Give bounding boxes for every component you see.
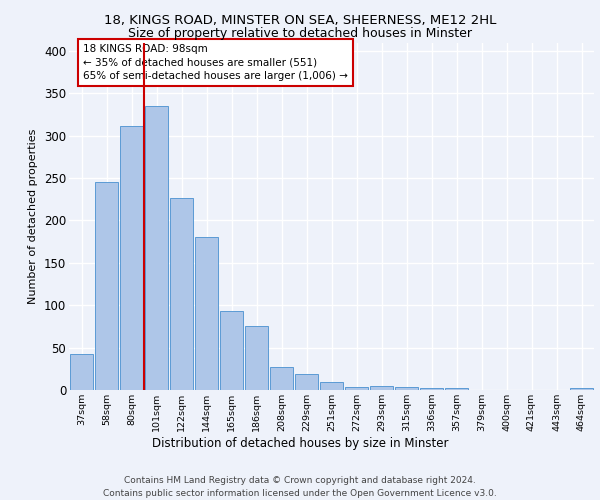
Bar — [220, 311, 244, 390]
Bar — [445, 388, 469, 390]
Text: Contains public sector information licensed under the Open Government Licence v3: Contains public sector information licen… — [103, 489, 497, 498]
Bar — [245, 326, 268, 390]
Bar — [170, 198, 193, 390]
Y-axis label: Number of detached properties: Number of detached properties — [28, 128, 38, 304]
Text: Contains HM Land Registry data © Crown copyright and database right 2024.: Contains HM Land Registry data © Crown c… — [124, 476, 476, 485]
Bar — [295, 374, 319, 390]
Bar — [344, 386, 368, 390]
Bar — [70, 354, 94, 390]
Bar — [269, 367, 293, 390]
Text: Distribution of detached houses by size in Minster: Distribution of detached houses by size … — [152, 438, 448, 450]
Bar — [395, 386, 418, 390]
Text: Size of property relative to detached houses in Minster: Size of property relative to detached ho… — [128, 28, 472, 40]
Bar — [119, 126, 143, 390]
Bar — [194, 236, 218, 390]
Text: 18, KINGS ROAD, MINSTER ON SEA, SHEERNESS, ME12 2HL: 18, KINGS ROAD, MINSTER ON SEA, SHEERNES… — [104, 14, 496, 27]
Bar — [145, 106, 169, 390]
Bar — [320, 382, 343, 390]
Bar — [95, 182, 118, 390]
Text: 18 KINGS ROAD: 98sqm
← 35% of detached houses are smaller (551)
65% of semi-deta: 18 KINGS ROAD: 98sqm ← 35% of detached h… — [83, 44, 347, 80]
Bar — [370, 386, 394, 390]
Bar — [569, 388, 593, 390]
Bar — [419, 388, 443, 390]
